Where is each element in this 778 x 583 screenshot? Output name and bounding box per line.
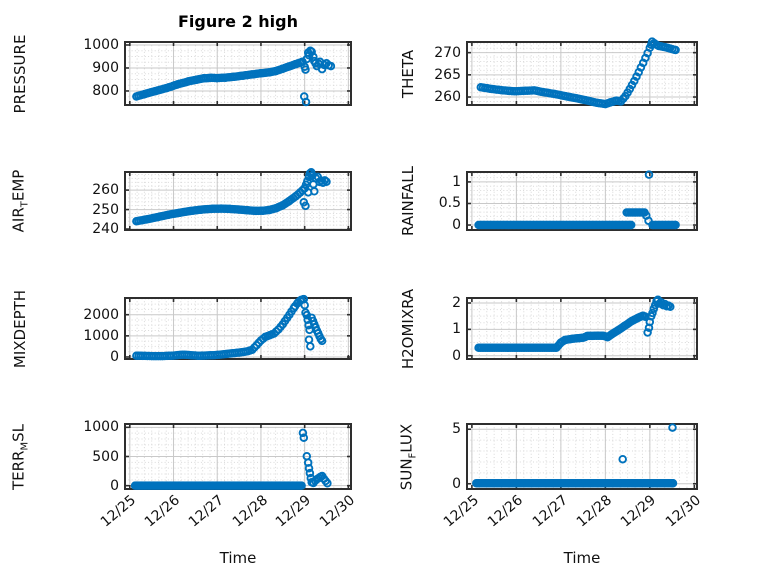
ylabel-subscript: M bbox=[19, 441, 31, 451]
y-tick-label: 0 bbox=[452, 217, 461, 234]
y-tick-labels-pressure: 800 900 1000 bbox=[67, 38, 119, 105]
x-tick-label: 12/27 bbox=[529, 492, 571, 531]
y-tick-label: 1000 bbox=[83, 327, 119, 344]
data-markers bbox=[130, 428, 332, 490]
ylabel-text: EMP bbox=[9, 169, 28, 202]
y-tick-label: 0 bbox=[452, 475, 461, 492]
y-tick-labels-mixdepth: 0 1000 2000 bbox=[67, 298, 119, 364]
x-tick-label: 12/26 bbox=[484, 492, 527, 531]
x-tick-labels-left: 12/25 12/26 12/27 12/28 12/29 12/30 bbox=[98, 492, 358, 548]
x-axis-label-time-right: Time bbox=[563, 549, 601, 567]
y-axis-label-pressure: PRESSURE bbox=[11, 34, 29, 113]
x-tick-label: 12/28 bbox=[229, 492, 271, 531]
y-tick-label: 260 bbox=[434, 89, 461, 105]
axis-ticks bbox=[125, 42, 351, 105]
ylabel-text: TERR bbox=[9, 450, 28, 490]
data-markers bbox=[472, 423, 678, 488]
plot-area-rainfall bbox=[466, 170, 698, 231]
y-tick-label: 2000 bbox=[83, 306, 119, 323]
y-tick-labels-rainfall: 0 0.5 1 bbox=[409, 172, 461, 234]
axes-box bbox=[466, 171, 698, 231]
x-tick-label: 12/29 bbox=[273, 492, 315, 531]
ylabel-text: MIXDEPTH bbox=[11, 289, 29, 368]
y-tick-label: 0 bbox=[110, 477, 119, 494]
axes-box bbox=[124, 171, 352, 231]
y-tick-label: 500 bbox=[92, 448, 119, 465]
x-tick-labels-right: 12/25 12/26 12/27 12/28 12/29 12/30 bbox=[440, 492, 704, 548]
x-tick-label: 12/26 bbox=[141, 492, 184, 531]
x-tick-label: 12/28 bbox=[573, 492, 616, 531]
y-tick-label: 0.5 bbox=[438, 195, 461, 212]
data-markers bbox=[474, 295, 675, 353]
x-tick-label: 12/30 bbox=[316, 492, 359, 531]
y-tick-label: 1000 bbox=[83, 419, 119, 436]
plot-area-sun-flux bbox=[466, 423, 698, 490]
plot-area-air-temp bbox=[124, 167, 352, 231]
y-tick-labels-theta: 260 265 270 bbox=[409, 42, 461, 105]
data-markers bbox=[132, 167, 331, 226]
axes-box bbox=[466, 297, 698, 360]
y-tick-labels-air-temp: 240 250 260 bbox=[67, 172, 119, 236]
y-tick-label: 240 bbox=[92, 221, 119, 238]
axis-ticks bbox=[125, 172, 351, 230]
y-axis-label-mixdepth: MIXDEPTH bbox=[11, 289, 29, 367]
plot-area-theta bbox=[466, 37, 698, 109]
y-tick-label: 0 bbox=[452, 347, 461, 364]
axes-box bbox=[466, 423, 698, 490]
plot-area-mixdepth bbox=[124, 294, 352, 361]
y-axis-label-air-temp: AIRTEMP bbox=[10, 170, 31, 233]
x-tick-label: 12/25 bbox=[440, 492, 482, 531]
y-tick-labels-h2omixra: 0 1 2 bbox=[409, 295, 461, 363]
ylabel-text: SL bbox=[9, 423, 28, 442]
data-markers bbox=[474, 170, 680, 230]
x-tick-label: 12/25 bbox=[98, 492, 140, 531]
axes-box bbox=[124, 297, 352, 360]
y-tick-label: 1 bbox=[452, 321, 461, 338]
y-tick-label: 800 bbox=[92, 82, 119, 99]
y-tick-label: 900 bbox=[92, 59, 119, 76]
data-markers bbox=[132, 294, 327, 361]
ylabel-subscript: T bbox=[19, 201, 31, 208]
ylabel-text: PRESSURE bbox=[11, 34, 29, 113]
figure-title: Figure 2 high bbox=[178, 12, 298, 31]
y-tick-labels-terr-msl: 0 500 1000 bbox=[67, 420, 119, 492]
y-tick-label: 1 bbox=[452, 173, 461, 190]
y-tick-label: 265 bbox=[434, 66, 461, 83]
x-tick-label: 12/27 bbox=[185, 492, 227, 531]
plot-area-h2omixra bbox=[466, 295, 698, 360]
axes-box bbox=[124, 41, 352, 106]
data-markers bbox=[132, 46, 336, 107]
y-tick-label: 2 bbox=[452, 295, 461, 312]
y-tick-label: 1000 bbox=[83, 37, 119, 53]
y-tick-label: 270 bbox=[434, 44, 461, 61]
x-tick-label: 12/30 bbox=[662, 492, 704, 531]
data-markers bbox=[476, 37, 680, 109]
x-axis-label-time-left: Time bbox=[219, 549, 257, 567]
plot-area-terr-msl bbox=[124, 423, 352, 490]
x-tick-label: 12/29 bbox=[618, 492, 660, 531]
y-tick-label: 0 bbox=[110, 348, 119, 365]
axis-ticks bbox=[467, 298, 697, 359]
y-tick-label: 260 bbox=[92, 182, 119, 199]
y-tick-label: 5 bbox=[452, 421, 461, 438]
y-axis-label-terr-msl: TERRMSL bbox=[10, 423, 31, 489]
y-tick-label: 250 bbox=[92, 201, 119, 218]
axes-box bbox=[466, 41, 698, 106]
ylabel-text: AIR bbox=[9, 207, 28, 233]
plot-area-pressure bbox=[124, 41, 352, 107]
